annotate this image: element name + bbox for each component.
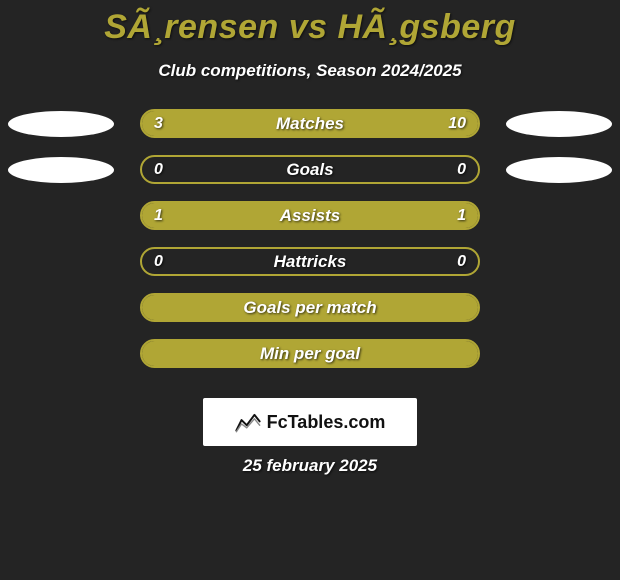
- stat-bar: 0 0Goals: [140, 155, 480, 184]
- stat-val-left: 3: [154, 111, 163, 138]
- player-right-marker: [506, 157, 612, 183]
- player-left-marker: [8, 111, 114, 137]
- brand-badge[interactable]: FcTables.com: [203, 398, 417, 446]
- stat-row: Min per goal: [0, 339, 620, 385]
- stat-val-right: 0: [457, 249, 466, 276]
- stat-val-right: 1: [457, 203, 466, 230]
- footer-date: 25 february 2025: [0, 456, 620, 476]
- stat-bar-left-fill: [142, 295, 478, 320]
- stat-row: 310Matches: [0, 109, 620, 155]
- stat-bar: Min per goal: [140, 339, 480, 368]
- stat-val-left: 0: [154, 157, 163, 184]
- stat-bar-right-fill: [219, 111, 478, 136]
- stat-val-right: 10: [448, 111, 466, 138]
- stat-bar: 310Matches: [140, 109, 480, 138]
- brand-text: FcTables.com: [267, 412, 386, 433]
- stat-val-left: 1: [154, 203, 163, 230]
- stat-label: Goals: [142, 157, 478, 184]
- stat-val-right: 0: [457, 157, 466, 184]
- stat-row: 0 0Goals: [0, 155, 620, 201]
- stat-bar-left-fill: [142, 341, 478, 366]
- stat-row: 0 0Hattricks: [0, 247, 620, 293]
- stat-row: 11Assists: [0, 201, 620, 247]
- stat-row: Goals per match: [0, 293, 620, 339]
- stats-section: 310Matches00Goals11Assists00HattricksGoa…: [0, 109, 620, 385]
- stat-bar: Goals per match: [140, 293, 480, 322]
- stat-bar-left-fill: [142, 203, 310, 228]
- stat-val-left: 0: [154, 249, 163, 276]
- player-right-marker: [506, 111, 612, 137]
- stat-bar-right-fill: [310, 203, 478, 228]
- page-title: SÃ¸rensen vs HÃ¸gsberg: [0, 0, 620, 47]
- page-subtitle: Club competitions, Season 2024/2025: [0, 61, 620, 81]
- stat-bar: 11Assists: [140, 201, 480, 230]
- fctables-logo-icon: [235, 411, 261, 433]
- player-left-marker: [8, 157, 114, 183]
- stat-label: Hattricks: [142, 249, 478, 276]
- stat-bar: 0 0Hattricks: [140, 247, 480, 276]
